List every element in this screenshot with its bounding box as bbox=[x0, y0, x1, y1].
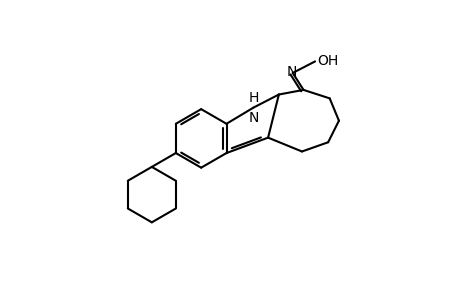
Text: N: N bbox=[248, 111, 258, 125]
Text: N: N bbox=[286, 65, 297, 79]
Text: H: H bbox=[248, 91, 258, 104]
Text: OH: OH bbox=[317, 54, 338, 68]
